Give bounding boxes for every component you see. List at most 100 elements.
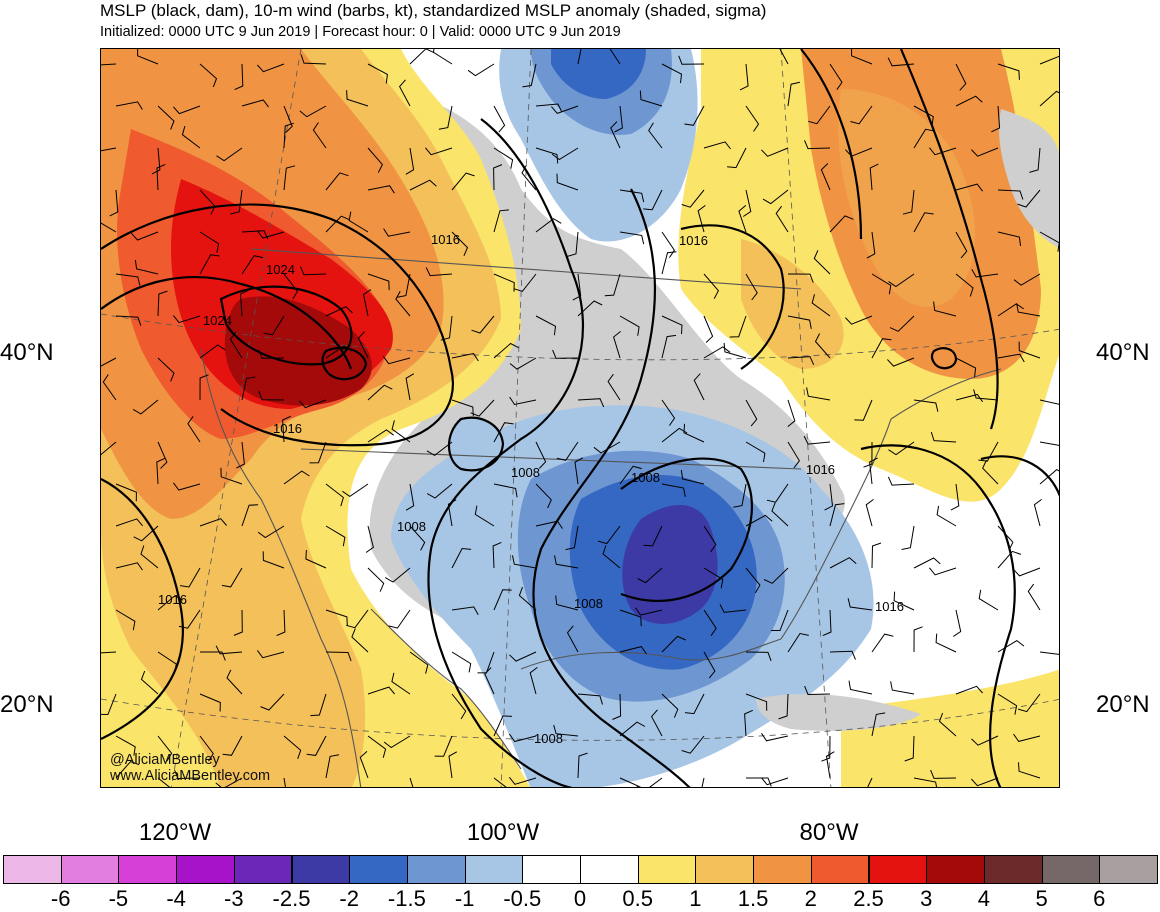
wind-barb	[888, 441, 915, 456]
wind-barb	[803, 435, 831, 445]
wind-barb	[471, 315, 495, 334]
wind-barb	[325, 215, 350, 233]
wind-barb	[283, 273, 299, 300]
wind-barb	[157, 595, 183, 611]
wind-barb	[854, 399, 873, 421]
wind-barb	[101, 222, 117, 233]
wind-barb	[426, 483, 453, 499]
wind-barb	[215, 777, 243, 787]
colorbar-label: 1	[689, 886, 702, 911]
wind-barb	[1039, 231, 1059, 252]
wind-barb	[577, 49, 582, 65]
wind-barb	[779, 49, 789, 65]
wind-barb	[597, 525, 621, 545]
wind-barb	[215, 645, 243, 655]
wind-barb	[493, 483, 518, 498]
wind-barb	[955, 393, 984, 403]
wind-barb	[438, 105, 453, 130]
wind-barb	[312, 122, 327, 149]
colorbar-label: 3	[920, 886, 933, 911]
colorbar-swatch	[1041, 855, 1101, 884]
wind-barb	[151, 147, 161, 175]
lat-label-40n-left: 40°N	[0, 339, 54, 366]
wind-barb	[1039, 399, 1059, 405]
wind-barb	[703, 315, 714, 343]
colorbar-swatch	[349, 855, 408, 884]
wind-barb	[953, 609, 962, 637]
wind-barb	[1039, 90, 1059, 107]
wind-barb	[434, 735, 453, 757]
wind-barb	[258, 391, 285, 401]
wind-barb	[258, 349, 285, 359]
wind-barb	[140, 545, 159, 569]
wind-barb	[276, 609, 286, 637]
wind-barb	[283, 735, 302, 759]
wind-barb	[693, 373, 705, 401]
wind-barb	[636, 777, 663, 787]
colorbar-label: 2.5	[853, 886, 884, 911]
wind-barb	[397, 273, 411, 298]
wind-barb	[1027, 583, 1041, 611]
wind-barb	[493, 715, 513, 737]
colorbar-label: 6	[1093, 886, 1106, 911]
wind-barb	[180, 567, 201, 588]
wind-barb	[257, 230, 285, 239]
wind-barb	[257, 525, 285, 539]
wind-barb	[241, 376, 256, 401]
wind-barb	[703, 609, 717, 636]
wind-barb	[484, 667, 495, 695]
wind-barb	[518, 586, 537, 611]
wind-barb	[556, 173, 579, 191]
wind-barb	[787, 632, 809, 653]
wind-barb	[745, 651, 772, 662]
wind-barb	[703, 346, 731, 359]
wind-barb	[391, 420, 411, 443]
wind-barb	[383, 228, 411, 237]
wind-barb	[451, 606, 479, 615]
wind-barb	[950, 483, 960, 511]
wind-barb	[825, 751, 835, 779]
wind-barb	[869, 163, 879, 191]
wind-barb	[745, 514, 773, 527]
wind-barb	[367, 273, 390, 291]
contour-label: 1016	[679, 233, 708, 248]
wind-barb	[643, 525, 663, 547]
wind-barb	[241, 99, 269, 108]
wind-barb	[745, 567, 761, 594]
wind-barb	[115, 562, 143, 571]
wind-barb	[619, 189, 645, 203]
colorbar-swatch	[580, 855, 639, 884]
wind-barb	[619, 231, 645, 245]
wind-barb	[282, 415, 292, 443]
colorbar-label: 2	[804, 886, 817, 911]
wind-barb	[871, 712, 886, 737]
wind-barb	[362, 289, 372, 317]
wind-barb	[871, 542, 882, 569]
wind-barb	[181, 125, 201, 149]
wind-barb	[1013, 567, 1041, 577]
wind-barb	[367, 686, 395, 695]
wind-barb	[508, 733, 537, 743]
wind-barb	[493, 422, 514, 443]
wind-barb	[157, 735, 173, 762]
forecast-map: 1016 1024 1024 1016 1008 1008 1008 1016 …	[100, 48, 1060, 788]
wind-barb	[137, 49, 159, 65]
wind-barb	[535, 147, 559, 164]
wind-barb	[310, 693, 327, 717]
wind-barb	[115, 101, 143, 110]
wind-barb	[157, 441, 168, 469]
colorbar-label: 0	[573, 886, 587, 911]
colorbar-label: -2	[339, 886, 359, 911]
wind-barb	[199, 231, 220, 253]
wind-barb	[299, 266, 327, 276]
wind-barb	[236, 441, 245, 469]
wind-barb	[701, 777, 705, 787]
wind-barb	[115, 273, 141, 286]
colorbar-swatch	[522, 855, 581, 884]
wind-barb	[382, 356, 411, 365]
colorbar-swatch	[695, 855, 755, 884]
wind-barb	[367, 567, 385, 592]
wind-barb	[101, 693, 117, 716]
wind-barb	[409, 179, 437, 191]
contour-label: 1008	[534, 731, 563, 746]
